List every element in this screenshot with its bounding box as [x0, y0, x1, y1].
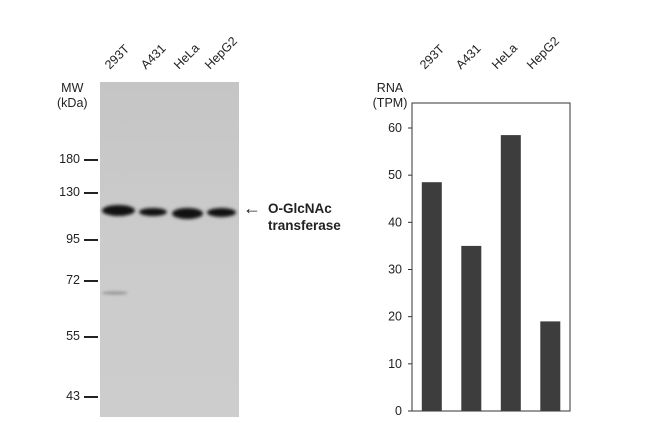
blot-band-hela	[172, 208, 203, 219]
rna-bar-hela	[500, 135, 521, 411]
target-protein-label-line-1: O-GlcNAc	[268, 201, 332, 216]
mw-marker-label-95: 95	[66, 232, 80, 246]
target-protein-label-line-2: transferase	[268, 218, 341, 233]
rna-axis-title-line-2: (TPM)	[372, 96, 408, 110]
mw-marker-tick-72	[84, 280, 98, 282]
rna-plot-frame	[411, 102, 571, 412]
mw-marker-tick-43	[84, 396, 98, 398]
rna-y-tick-label: 20	[388, 310, 402, 324]
mw-marker-label-130: 130	[59, 185, 80, 199]
blot-band-293t	[102, 205, 135, 216]
rna-axis-title: RNA (TPM)	[370, 81, 410, 111]
mw-marker-label-55: 55	[66, 329, 80, 343]
rna-y-tick-label: 30	[388, 263, 402, 277]
mw-marker-tick-180	[84, 159, 98, 161]
mw-marker-tick-95	[84, 239, 98, 241]
mw-header-line-1: MW	[61, 81, 84, 95]
rna-y-tick-label: 10	[388, 357, 402, 371]
rna-bar-hepg2	[540, 321, 561, 411]
target-arrow-icon: ←	[243, 198, 261, 218]
mw-header-line-2: (kDa)	[57, 96, 88, 110]
blot-band-a431	[139, 208, 167, 216]
rna-bar-a431	[461, 245, 482, 411]
rna-y-tick-label: 40	[388, 215, 402, 229]
rna-y-tick-label: 0	[395, 404, 402, 418]
target-protein-label: O-GlcNAc transferase	[268, 200, 341, 234]
mw-marker-tick-130	[84, 192, 98, 194]
mw-marker-label-43: 43	[66, 389, 80, 403]
rna-bar-293t	[421, 182, 442, 411]
blot-membrane-image	[100, 82, 239, 417]
mw-marker-label-180: 180	[59, 152, 80, 166]
mw-marker-tick-55	[84, 336, 98, 338]
rna-y-tick-label: 50	[388, 168, 402, 182]
blot-faint-band	[102, 291, 128, 295]
rna-axis-title-line-1: RNA	[376, 81, 404, 95]
blot-band-hepg2	[207, 208, 236, 217]
rna-y-tick-label: 60	[388, 121, 402, 135]
mw-header: MW (kDa)	[57, 81, 88, 111]
mw-marker-label-72: 72	[66, 273, 80, 287]
